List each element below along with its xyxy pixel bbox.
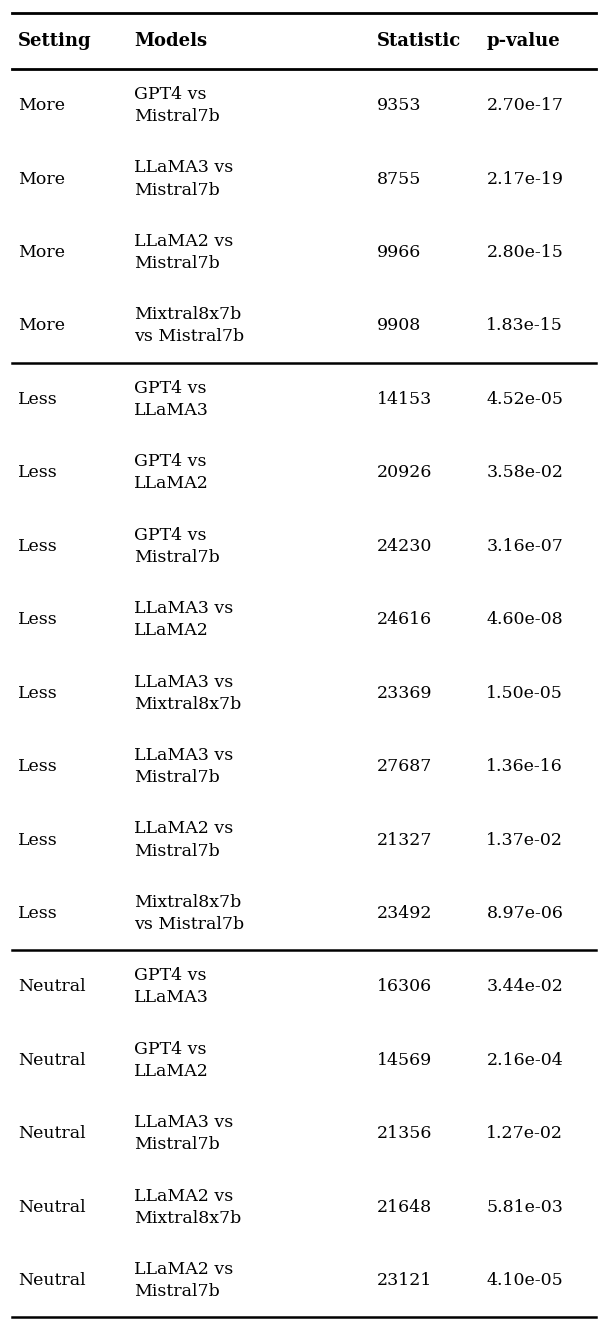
Text: LLaMA2 vs
Mistral7b: LLaMA2 vs Mistral7b <box>134 1260 233 1300</box>
Text: 1.36e-16: 1.36e-16 <box>486 759 563 775</box>
Text: 5.81e-03: 5.81e-03 <box>486 1198 563 1215</box>
Text: GPT4 vs
Mistral7b: GPT4 vs Mistral7b <box>134 86 219 126</box>
Text: Neutral: Neutral <box>18 1051 86 1068</box>
Text: Less: Less <box>18 612 58 628</box>
Text: GPT4 vs
Mistral7b: GPT4 vs Mistral7b <box>134 527 219 565</box>
Text: 23369: 23369 <box>377 685 432 702</box>
Text: LLaMA2 vs
Mistral7b: LLaMA2 vs Mistral7b <box>134 233 233 271</box>
Text: 2.80e-15: 2.80e-15 <box>486 244 563 261</box>
Text: Setting: Setting <box>18 32 92 50</box>
Text: 4.10e-05: 4.10e-05 <box>486 1272 563 1290</box>
Text: 1.27e-02: 1.27e-02 <box>486 1125 564 1143</box>
Text: 3.44e-02: 3.44e-02 <box>486 978 563 996</box>
Text: 21327: 21327 <box>377 831 432 849</box>
Text: LLaMA3 vs
Mistral7b: LLaMA3 vs Mistral7b <box>134 159 233 199</box>
Text: 23492: 23492 <box>377 904 432 922</box>
Text: More: More <box>18 97 65 114</box>
Text: 20926: 20926 <box>377 465 432 482</box>
Text: 9908: 9908 <box>377 318 421 335</box>
Text: 16306: 16306 <box>377 978 432 996</box>
Text: Less: Less <box>18 831 58 849</box>
Text: GPT4 vs
LLaMA3: GPT4 vs LLaMA3 <box>134 968 209 1006</box>
Text: LLaMA2 vs
Mixtral8x7b: LLaMA2 vs Mixtral8x7b <box>134 1188 241 1227</box>
Text: 24230: 24230 <box>377 538 432 555</box>
Text: More: More <box>18 244 65 261</box>
Text: 14569: 14569 <box>377 1051 432 1068</box>
Text: LLaMA3 vs
Mistral7b: LLaMA3 vs Mistral7b <box>134 747 233 786</box>
Text: LLaMA3 vs
Mistral7b: LLaMA3 vs Mistral7b <box>134 1115 233 1153</box>
Text: 21356: 21356 <box>377 1125 432 1143</box>
Text: Less: Less <box>18 465 58 482</box>
Text: 27687: 27687 <box>377 759 432 775</box>
Text: 2.17e-19: 2.17e-19 <box>486 171 564 188</box>
Text: Mixtral8x7b
vs Mistral7b: Mixtral8x7b vs Mistral7b <box>134 306 244 346</box>
Text: 4.52e-05: 4.52e-05 <box>486 391 564 408</box>
Text: Neutral: Neutral <box>18 1272 86 1290</box>
Text: p-value: p-value <box>486 32 560 50</box>
Text: GPT4 vs
LLaMA2: GPT4 vs LLaMA2 <box>134 453 209 493</box>
Text: Less: Less <box>18 904 58 922</box>
Text: 23121: 23121 <box>377 1272 432 1290</box>
Text: Statistic: Statistic <box>377 32 461 50</box>
Text: Less: Less <box>18 759 58 775</box>
Text: Models: Models <box>134 32 207 50</box>
Text: 2.70e-17: 2.70e-17 <box>486 97 564 114</box>
Text: More: More <box>18 171 65 188</box>
Text: GPT4 vs
LLaMA3: GPT4 vs LLaMA3 <box>134 380 209 418</box>
Text: Neutral: Neutral <box>18 978 86 996</box>
Text: Neutral: Neutral <box>18 1125 86 1143</box>
Text: 3.16e-07: 3.16e-07 <box>486 538 563 555</box>
Text: 4.60e-08: 4.60e-08 <box>486 612 563 628</box>
Text: LLaMA2 vs
Mistral7b: LLaMA2 vs Mistral7b <box>134 821 233 859</box>
Text: 3.58e-02: 3.58e-02 <box>486 465 564 482</box>
Text: Less: Less <box>18 391 58 408</box>
Text: 8755: 8755 <box>377 171 421 188</box>
Text: 9353: 9353 <box>377 97 421 114</box>
Text: Neutral: Neutral <box>18 1198 86 1215</box>
Text: 14153: 14153 <box>377 391 432 408</box>
Text: 1.50e-05: 1.50e-05 <box>486 685 563 702</box>
Text: Mixtral8x7b
vs Mistral7b: Mixtral8x7b vs Mistral7b <box>134 894 244 933</box>
Text: More: More <box>18 318 65 335</box>
Text: 2.16e-04: 2.16e-04 <box>486 1051 563 1068</box>
Text: LLaMA3 vs
LLaMA2: LLaMA3 vs LLaMA2 <box>134 600 233 639</box>
Text: GPT4 vs
LLaMA2: GPT4 vs LLaMA2 <box>134 1041 209 1080</box>
Text: 9966: 9966 <box>377 244 421 261</box>
Text: 24616: 24616 <box>377 612 432 628</box>
Text: Less: Less <box>18 538 58 555</box>
Text: 1.83e-15: 1.83e-15 <box>486 318 563 335</box>
Text: 8.97e-06: 8.97e-06 <box>486 904 563 922</box>
Text: 1.37e-02: 1.37e-02 <box>486 831 564 849</box>
Text: 21648: 21648 <box>377 1198 432 1215</box>
Text: LLaMA3 vs
Mixtral8x7b: LLaMA3 vs Mixtral8x7b <box>134 674 241 712</box>
Text: Less: Less <box>18 685 58 702</box>
